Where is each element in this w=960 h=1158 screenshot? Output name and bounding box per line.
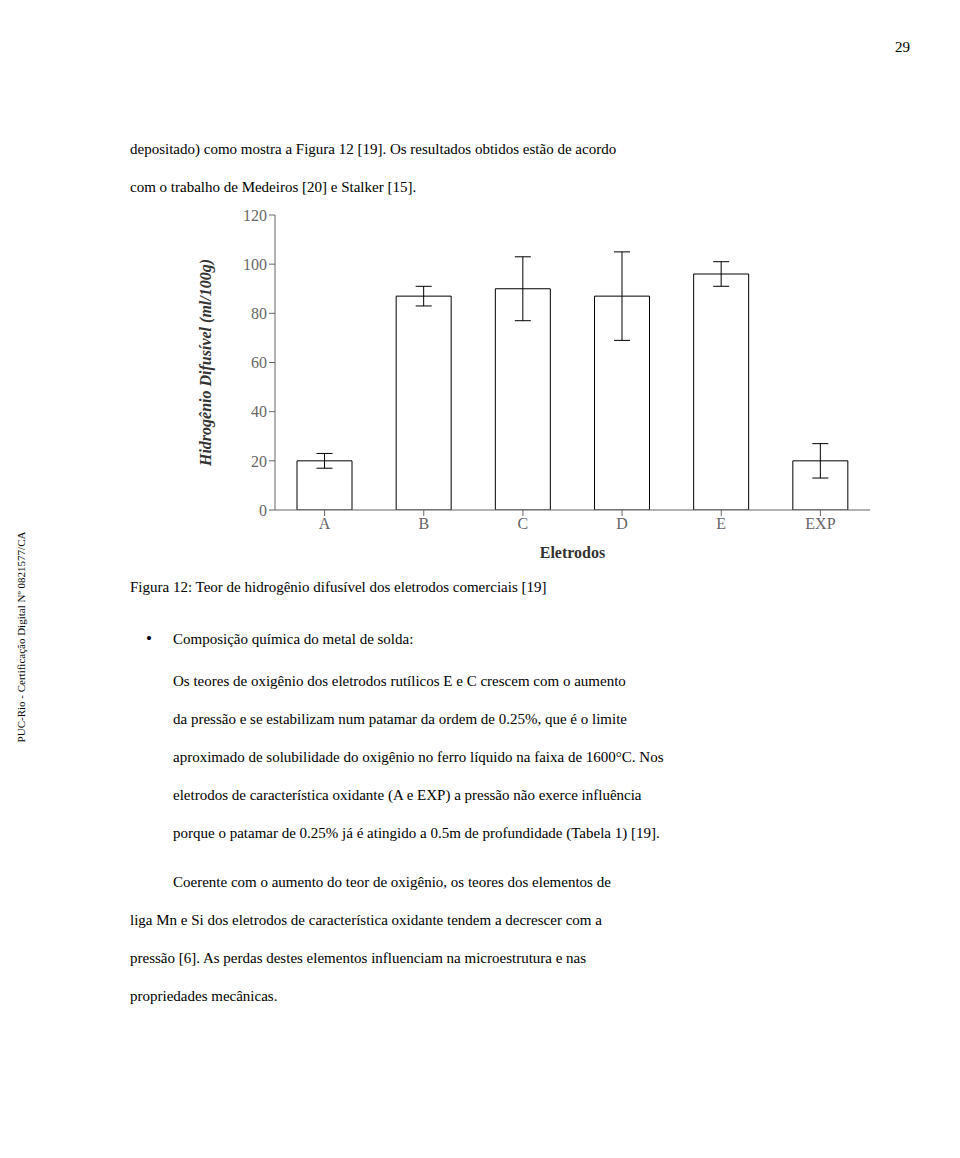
html-text:Figura 12: Teor de hidrogênio: Figura 12: Teor de hidrogênio difusível … xyxy=(130,579,547,595)
svg-text:Hidrogênio Difusível (ml/100g): Hidrogênio Difusível (ml/100g) xyxy=(197,259,215,467)
svg-text:0: 0 xyxy=(259,502,267,519)
html-text:com o trabalho de Medeiros [20: com o trabalho de Medeiros [20] e Stalke… xyxy=(130,179,417,195)
svg-text:100: 100 xyxy=(243,256,267,273)
svg-text:60: 60 xyxy=(251,354,267,371)
svg-text:C: C xyxy=(518,515,529,532)
html-text:eletrodos de característica ox: eletrodos de característica oxidante (A … xyxy=(173,787,642,803)
html-text:pressão [6]. As perdas destes: pressão [6]. As perdas destes elementos … xyxy=(130,950,587,966)
html-text:Composição química do metal de: Composição química do metal de solda: xyxy=(173,631,414,647)
html-text:Coerente com o aumento do teor: Coerente com o aumento do teor de oxigên… xyxy=(173,874,611,890)
svg-text:B: B xyxy=(418,515,429,532)
html-text:depositado) como mostra a Figu: depositado) como mostra a Figura 12 [19]… xyxy=(130,141,617,157)
svg-text:D: D xyxy=(616,515,628,532)
svg-text:E: E xyxy=(716,515,726,532)
html-text:liga Mn e Si dos eletrodos de: liga Mn e Si dos eletrodos de caracterís… xyxy=(130,912,602,928)
html-text:propriedades mecânicas.: propriedades mecânicas. xyxy=(130,988,278,1004)
html-text:da pressão e se estabilizam nu: da pressão e se estabilizam num patamar … xyxy=(173,711,627,727)
html-text:29: 29 xyxy=(895,39,910,55)
svg-text:EXP: EXP xyxy=(805,515,835,532)
html-text:aproximado de solubilidade do: aproximado de solubilidade do oxigênio n… xyxy=(173,749,664,765)
svg-text:20: 20 xyxy=(251,453,267,470)
html-text:porque o patamar de 0.25% já é: porque o patamar de 0.25% já é atingido … xyxy=(173,825,660,841)
html-text:PUC-Rio - Certificação Digital: PUC-Rio - Certificação Digital Nº 082157… xyxy=(15,531,27,743)
svg-text:Eletrodos: Eletrodos xyxy=(540,544,605,561)
svg-text:120: 120 xyxy=(243,207,267,224)
svg-text:A: A xyxy=(319,515,331,532)
svg-text:80: 80 xyxy=(251,305,267,322)
html-text:Os teores de oxigênio dos elet: Os teores de oxigênio dos eletrodos rutí… xyxy=(173,673,626,689)
svg-text:40: 40 xyxy=(251,403,267,420)
